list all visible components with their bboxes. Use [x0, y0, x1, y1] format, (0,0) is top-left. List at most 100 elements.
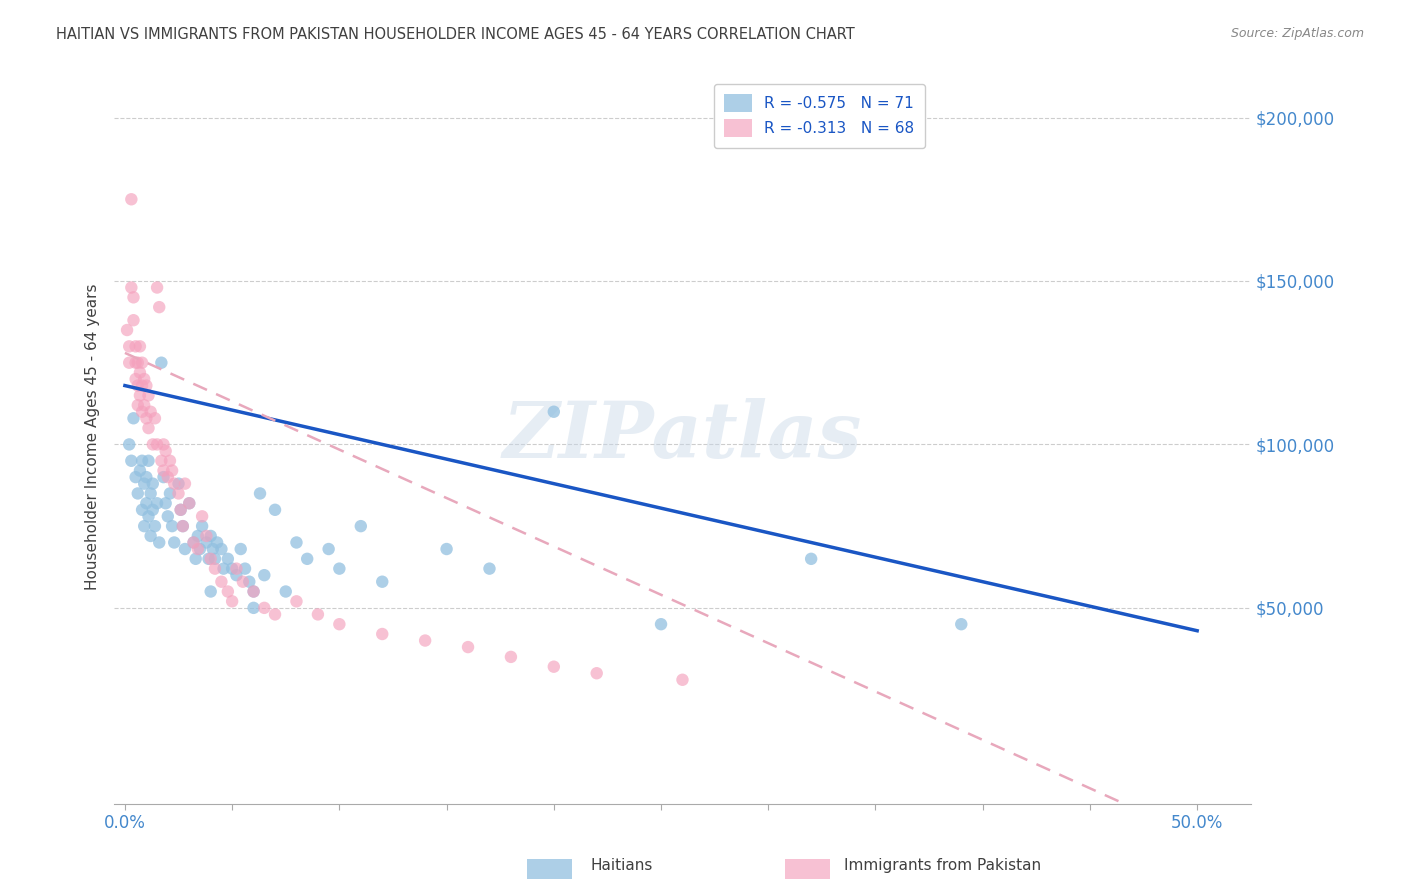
Text: Haitians: Haitians	[591, 858, 652, 872]
Point	[191, 519, 214, 533]
Point	[152, 464, 174, 478]
Point	[139, 405, 162, 419]
Point	[233, 561, 256, 575]
Point	[134, 372, 156, 386]
Point	[307, 607, 329, 622]
Point	[131, 356, 153, 370]
Point	[138, 454, 160, 468]
Point	[200, 529, 222, 543]
Point	[249, 486, 271, 500]
Point	[200, 551, 222, 566]
Point	[183, 535, 205, 549]
Point	[160, 464, 183, 478]
Point	[167, 476, 190, 491]
Point	[205, 535, 228, 549]
Legend: R = -0.575   N = 71, R = -0.313   N = 68: R = -0.575 N = 71, R = -0.313 N = 68	[714, 84, 925, 148]
Point	[172, 519, 194, 533]
Point	[127, 378, 149, 392]
Point	[264, 503, 287, 517]
Point	[232, 574, 254, 589]
Point	[160, 519, 183, 533]
Point	[118, 437, 141, 451]
Point	[120, 280, 142, 294]
Point	[127, 356, 149, 370]
Point	[138, 388, 160, 402]
Point	[155, 496, 177, 510]
Point	[436, 541, 458, 556]
Point	[191, 509, 214, 524]
Point	[124, 339, 146, 353]
Point	[142, 503, 165, 517]
Point	[225, 561, 247, 575]
Point	[209, 574, 232, 589]
Text: ZIPatlas: ZIPatlas	[503, 398, 862, 475]
Point	[318, 541, 340, 556]
Point	[229, 541, 252, 556]
Point	[146, 437, 169, 451]
Point	[328, 617, 350, 632]
Point	[120, 192, 142, 206]
Point	[285, 535, 308, 549]
Point	[174, 541, 197, 556]
Point	[135, 411, 157, 425]
Point	[253, 568, 276, 582]
Point	[131, 503, 153, 517]
Point	[328, 561, 350, 575]
Point	[115, 323, 138, 337]
Point	[457, 640, 479, 654]
Point	[131, 454, 153, 468]
Point	[146, 496, 169, 510]
Point	[120, 454, 142, 468]
Point	[184, 551, 207, 566]
Text: HAITIAN VS IMMIGRANTS FROM PAKISTAN HOUSEHOLDER INCOME AGES 45 - 64 YEARS CORREL: HAITIAN VS IMMIGRANTS FROM PAKISTAN HOUS…	[56, 27, 855, 42]
Point	[238, 574, 260, 589]
Point	[143, 519, 166, 533]
Point	[163, 476, 186, 491]
Point	[212, 561, 235, 575]
Point	[129, 339, 152, 353]
Point	[274, 584, 297, 599]
Point	[138, 421, 160, 435]
Point	[188, 541, 211, 556]
Point	[543, 405, 565, 419]
Point	[129, 366, 152, 380]
Point	[183, 535, 205, 549]
Text: Immigrants from Pakistan: Immigrants from Pakistan	[844, 858, 1040, 872]
Point	[217, 551, 239, 566]
Point	[142, 437, 165, 451]
Point	[135, 470, 157, 484]
Point	[143, 411, 166, 425]
Point	[264, 607, 287, 622]
Point	[127, 398, 149, 412]
Point	[146, 280, 169, 294]
Point	[134, 519, 156, 533]
Point	[543, 659, 565, 673]
Point	[127, 486, 149, 500]
Point	[169, 503, 191, 517]
Point	[221, 561, 243, 575]
Point	[295, 551, 318, 566]
Point	[142, 476, 165, 491]
Point	[225, 568, 247, 582]
Point	[138, 509, 160, 524]
Point	[200, 584, 222, 599]
Point	[129, 464, 152, 478]
Point	[187, 541, 209, 556]
Point	[585, 666, 607, 681]
Point	[122, 411, 145, 425]
Point	[156, 509, 179, 524]
Point	[242, 584, 264, 599]
Point	[148, 535, 170, 549]
Point	[118, 356, 141, 370]
Point	[131, 405, 153, 419]
Point	[155, 444, 177, 458]
Point	[350, 519, 373, 533]
Point	[195, 535, 218, 549]
Point	[131, 378, 153, 392]
Point	[204, 561, 226, 575]
Point	[124, 356, 146, 370]
Point	[204, 551, 226, 566]
Point	[172, 519, 194, 533]
Point	[150, 454, 173, 468]
Point	[499, 649, 522, 664]
